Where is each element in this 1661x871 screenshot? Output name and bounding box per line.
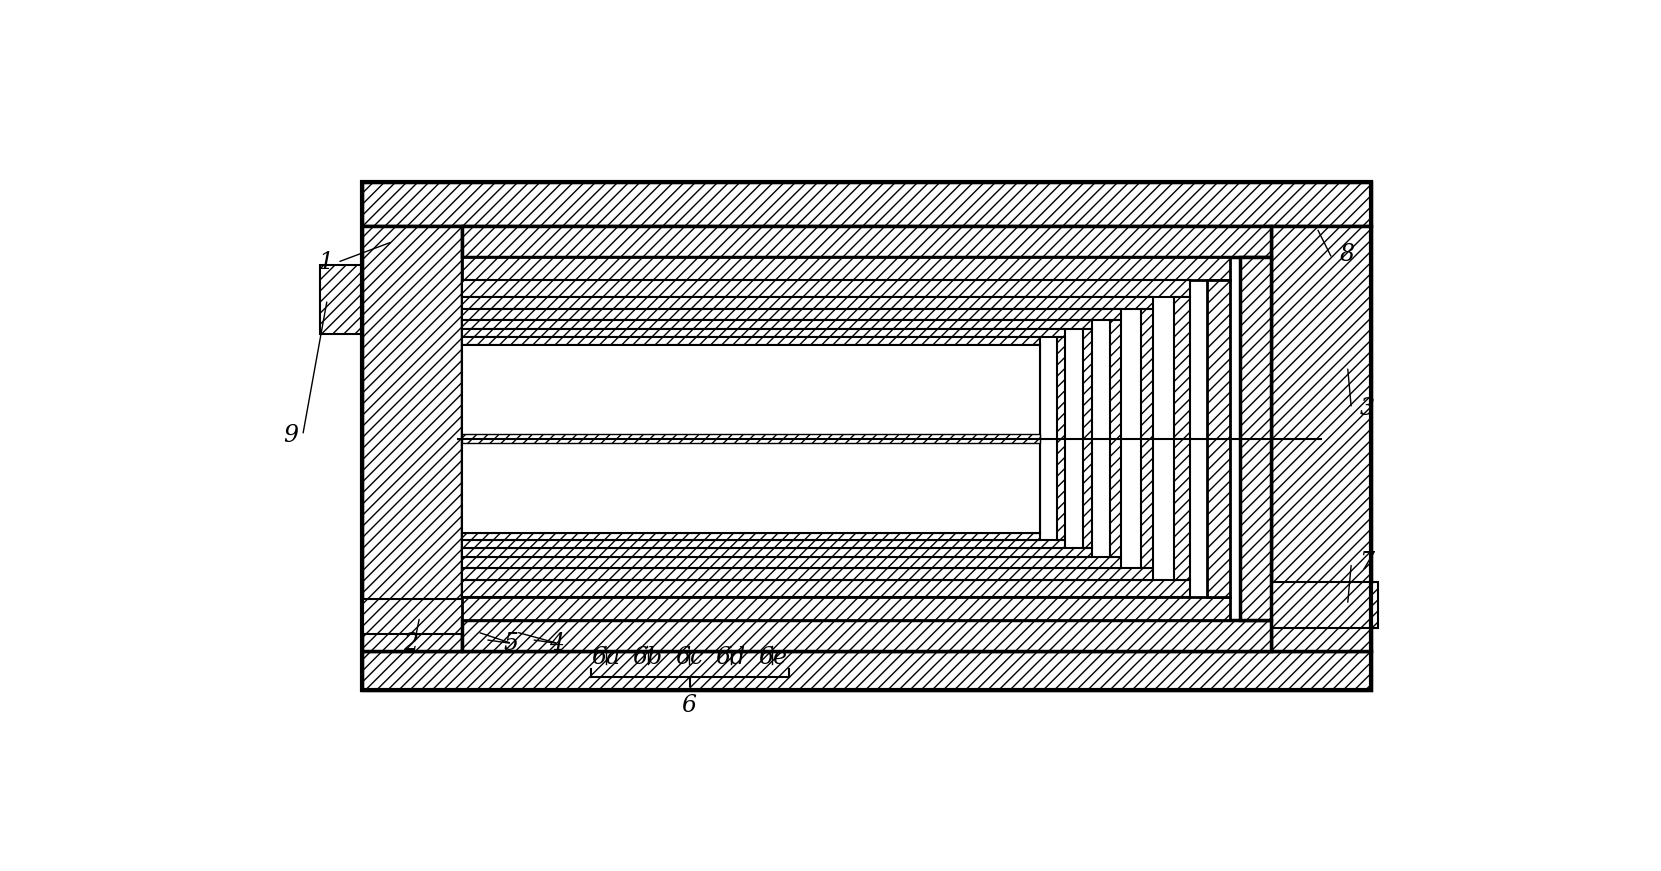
Bar — [462, 540, 1065, 548]
Bar — [1110, 321, 1121, 557]
Text: 7: 7 — [1359, 551, 1374, 574]
Bar — [362, 181, 1370, 690]
Bar — [462, 226, 1271, 652]
Bar — [462, 257, 1231, 280]
Text: 8: 8 — [1340, 243, 1355, 267]
Bar — [462, 321, 1091, 329]
Bar — [462, 548, 1091, 557]
Text: 6d: 6d — [716, 646, 746, 669]
Text: 5: 5 — [503, 632, 518, 655]
Bar — [462, 345, 1040, 533]
Bar — [462, 620, 1271, 652]
Bar — [462, 557, 1121, 568]
Text: 6a: 6a — [591, 646, 621, 669]
Bar — [462, 568, 1153, 580]
Bar — [462, 309, 1141, 568]
Bar — [462, 434, 1040, 443]
Bar — [462, 280, 1208, 598]
Text: 6b: 6b — [633, 646, 663, 669]
Bar — [462, 337, 1040, 345]
Bar — [362, 652, 1370, 690]
Text: 4: 4 — [550, 632, 565, 655]
Polygon shape — [319, 265, 362, 334]
Bar — [462, 257, 1239, 620]
Bar — [462, 226, 1271, 257]
Text: 3: 3 — [1359, 397, 1374, 420]
Bar — [1033, 345, 1040, 533]
Bar — [462, 297, 1174, 580]
Bar — [1058, 337, 1065, 540]
Bar — [362, 181, 1370, 226]
Text: 6c: 6c — [674, 646, 703, 669]
Bar — [1141, 309, 1153, 568]
Bar — [462, 280, 1191, 297]
Text: 6: 6 — [681, 693, 696, 717]
Bar — [462, 533, 1040, 540]
Bar — [462, 329, 1083, 548]
Bar — [462, 580, 1191, 598]
Bar — [1239, 257, 1271, 620]
Bar — [362, 599, 508, 634]
Text: 1: 1 — [319, 251, 334, 273]
Bar — [1174, 297, 1191, 580]
Bar — [462, 329, 1065, 337]
Bar — [462, 345, 1033, 533]
Bar — [462, 309, 1121, 321]
Bar — [362, 226, 462, 652]
Bar — [1259, 582, 1379, 628]
Bar — [462, 598, 1231, 620]
Bar — [1208, 280, 1231, 598]
Bar — [462, 321, 1110, 557]
Text: 2: 2 — [404, 632, 419, 655]
Bar — [1083, 329, 1091, 548]
Text: 9: 9 — [284, 424, 299, 447]
Bar — [1271, 226, 1370, 652]
Bar — [462, 297, 1153, 309]
Bar — [462, 337, 1058, 540]
Text: 6e: 6e — [757, 646, 787, 669]
